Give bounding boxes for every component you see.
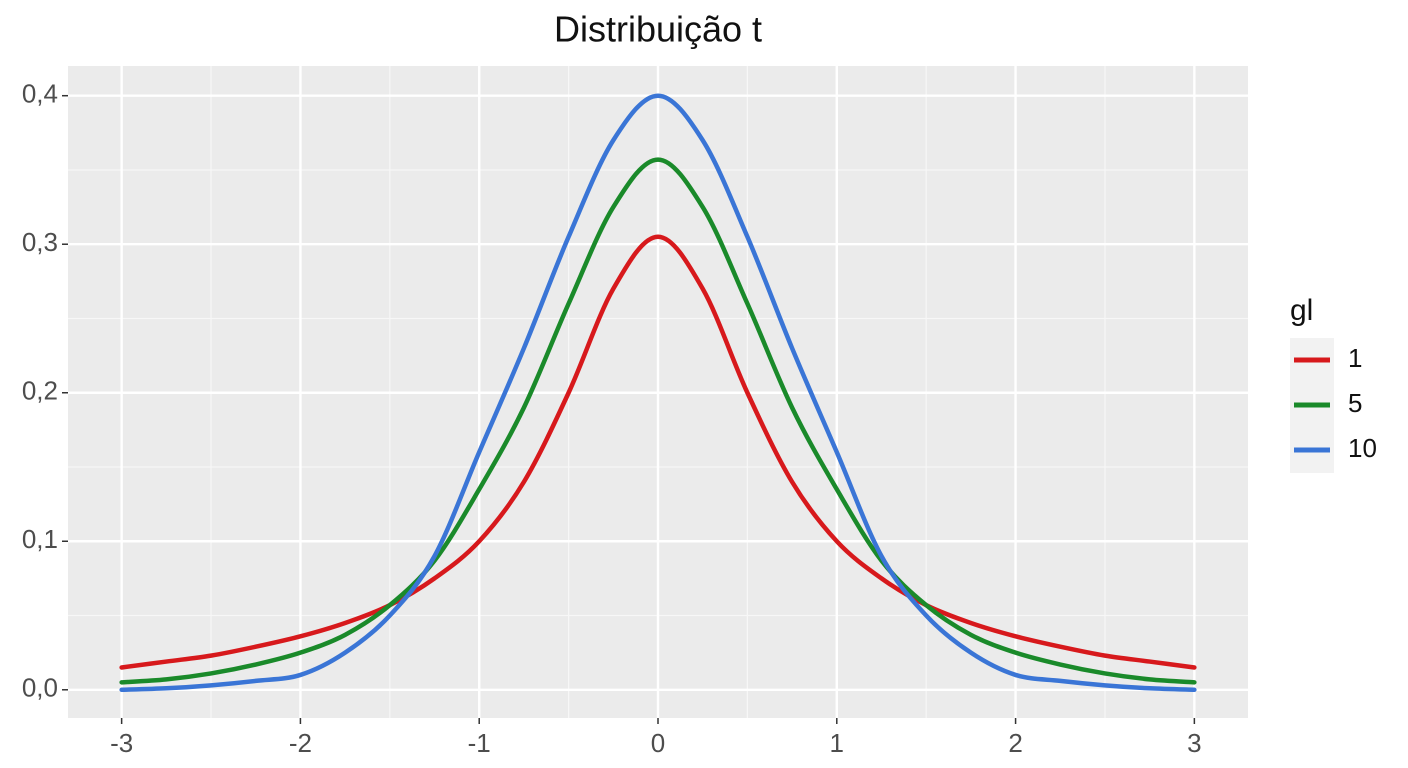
x-tick-label: -2 [289, 728, 312, 758]
x-tick-label: 3 [1187, 728, 1201, 758]
data-line [119, 234, 1197, 670]
y-tick-label: 0,2 [22, 376, 58, 406]
data-line [119, 93, 1197, 693]
chart-title: Distribuição t [554, 9, 762, 50]
x-tick-label: -3 [110, 728, 133, 758]
legend-label: 1 [1348, 343, 1362, 373]
y-tick-label: 0,4 [22, 79, 58, 109]
y-tick-label: 0,1 [22, 524, 58, 554]
x-tick-label: 2 [1008, 728, 1022, 758]
legend-title: gl [1290, 294, 1313, 327]
x-tick-label: -1 [468, 728, 491, 758]
y-tick-label: 0,3 [22, 227, 58, 257]
x-tick-label: 0 [651, 728, 665, 758]
x-tick-label: 1 [830, 728, 844, 758]
data-line [119, 157, 1197, 685]
legend-label: 10 [1348, 433, 1377, 463]
legend-label: 5 [1348, 388, 1362, 418]
y-tick-label: 0,0 [22, 673, 58, 703]
